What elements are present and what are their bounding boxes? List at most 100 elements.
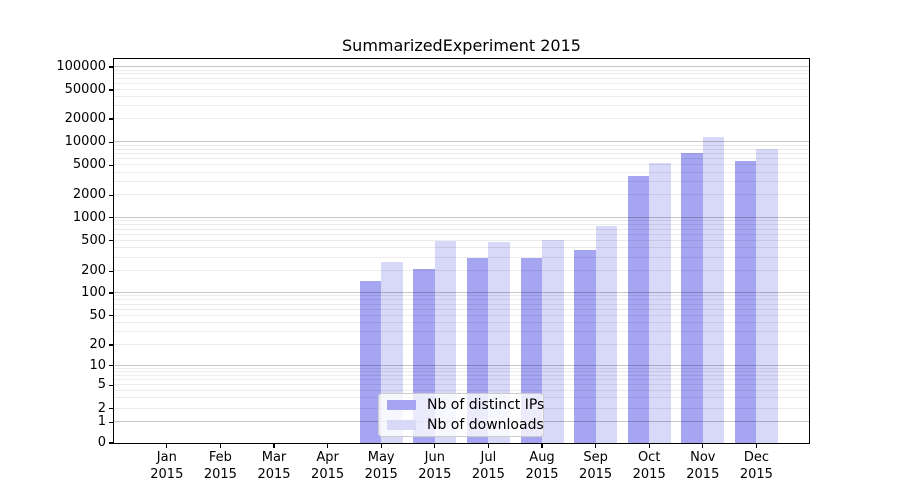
- y-tick-mark: [108, 164, 114, 167]
- x-tick-year: 2015: [311, 467, 345, 482]
- major-gridline: [114, 216, 809, 218]
- minor-gridline: [114, 256, 809, 258]
- x-tick-month: Jun: [424, 450, 445, 465]
- bar-downloads: [542, 239, 564, 443]
- y-tick-mark: [108, 384, 114, 386]
- minor-gridline: [114, 144, 809, 146]
- minor-gridline: [114, 181, 809, 183]
- chart-title: SummarizedExperiment 2015: [342, 36, 581, 55]
- bar-downloads: [756, 149, 778, 443]
- y-tick-label: 100000: [56, 59, 106, 74]
- x-tick-label: Jul 2015: [448, 449, 528, 483]
- minor-gridline: [114, 344, 809, 345]
- x-tick-mark: [755, 443, 758, 448]
- legend-label: Nb of distinct IPs: [427, 397, 545, 413]
- x-tick-year: 2015: [525, 467, 559, 482]
- x-tick-label: Oct 2015: [609, 449, 689, 483]
- minor-gridline: [114, 374, 809, 376]
- y-tick-mark: [108, 292, 114, 294]
- y-tick-mark: [108, 421, 114, 424]
- minor-gridline: [114, 118, 809, 119]
- x-tick-label: Aug 2015: [502, 449, 582, 483]
- y-tick-mark: [108, 442, 114, 444]
- x-tick-mark: [434, 443, 436, 448]
- y-tick-label: 50000: [64, 82, 106, 97]
- minor-gridline: [114, 389, 809, 391]
- y-tick-label: 100: [81, 285, 106, 300]
- x-tick-year: 2015: [150, 467, 184, 482]
- y-tick-mark: [108, 408, 114, 410]
- x-tick-year: 2015: [203, 467, 237, 482]
- x-tick-month: Apr: [316, 450, 339, 465]
- bar-downloads: [595, 225, 618, 443]
- legend-label: Nb of downloads: [427, 417, 544, 433]
- minor-gridline: [114, 77, 809, 79]
- minor-gridline: [114, 89, 809, 90]
- minor-gridline: [114, 105, 809, 107]
- x-tick-month: Jul: [480, 450, 497, 465]
- major-gridline: [114, 292, 809, 293]
- y-tick-label: 20: [89, 337, 106, 352]
- y-tick-label: 0: [97, 435, 106, 450]
- bar-downloads: [649, 162, 671, 443]
- x-tick-year: 2015: [739, 467, 773, 482]
- x-tick-year: 2015: [632, 467, 666, 482]
- x-tick-mark: [594, 443, 597, 448]
- minor-gridline: [114, 299, 809, 301]
- minor-gridline: [114, 295, 809, 297]
- x-tick-label: Mar 2015: [234, 449, 314, 483]
- x-tick-label: Sep 2015: [556, 449, 636, 483]
- x-tick-year: 2015: [418, 467, 452, 482]
- y-tick-label: 1000: [72, 209, 106, 225]
- x-tick-label: Jun 2015: [395, 449, 475, 483]
- minor-gridline: [114, 239, 809, 241]
- major-gridline: [114, 141, 809, 143]
- x-tick-mark: [380, 443, 382, 448]
- major-gridline: [114, 364, 809, 366]
- minor-gridline: [114, 171, 809, 173]
- y-tick-label: 2000: [72, 187, 106, 203]
- legend-row: Nb of distinct IPs: [387, 397, 544, 413]
- minor-gridline: [114, 270, 809, 272]
- minor-gridline: [114, 303, 809, 305]
- x-tick-mark: [273, 443, 275, 448]
- x-tick-year: 2015: [686, 467, 720, 482]
- minor-gridline: [114, 370, 809, 372]
- minor-gridline: [114, 164, 809, 166]
- y-tick-mark: [108, 270, 114, 273]
- minor-gridline: [114, 308, 809, 310]
- x-tick-month: Oct: [637, 450, 661, 465]
- y-tick-mark: [108, 365, 114, 367]
- minor-gridline: [114, 367, 809, 369]
- bar-distinct-ips: [359, 281, 382, 443]
- y-tick-label: 20000: [64, 111, 106, 126]
- x-tick-month: Jan: [156, 450, 177, 465]
- y-tick-label: 2: [97, 400, 106, 416]
- x-tick-label: May 2015: [341, 449, 421, 483]
- x-tick-mark: [487, 443, 490, 448]
- minor-gridline: [114, 321, 809, 323]
- major-gridline: [114, 66, 809, 67]
- x-tick-mark: [648, 443, 650, 448]
- minor-gridline: [114, 379, 809, 381]
- x-tick-mark: [166, 443, 168, 448]
- x-tick-label: Jan 2015: [127, 449, 207, 483]
- x-tick-mark: [541, 443, 543, 448]
- x-tick-label: Nov 2015: [663, 449, 743, 483]
- y-tick-mark: [108, 194, 114, 197]
- x-tick-mark: [219, 443, 222, 448]
- y-tick-label: 50: [89, 307, 106, 323]
- x-tick-label: Feb 2015: [180, 449, 260, 483]
- x-tick-month: Dec: [743, 450, 769, 465]
- bar-distinct-ips: [681, 152, 703, 443]
- x-tick-month: Aug: [529, 450, 555, 465]
- minor-gridline: [114, 331, 809, 333]
- y-tick-mark: [108, 89, 114, 91]
- minor-gridline: [114, 153, 809, 155]
- x-tick-year: 2015: [364, 467, 398, 482]
- x-tick-year: 2015: [471, 467, 505, 482]
- x-tick-year: 2015: [579, 467, 613, 482]
- bar-downloads: [702, 137, 725, 443]
- minor-gridline: [114, 233, 809, 235]
- y-tick-label: 5000: [72, 157, 106, 173]
